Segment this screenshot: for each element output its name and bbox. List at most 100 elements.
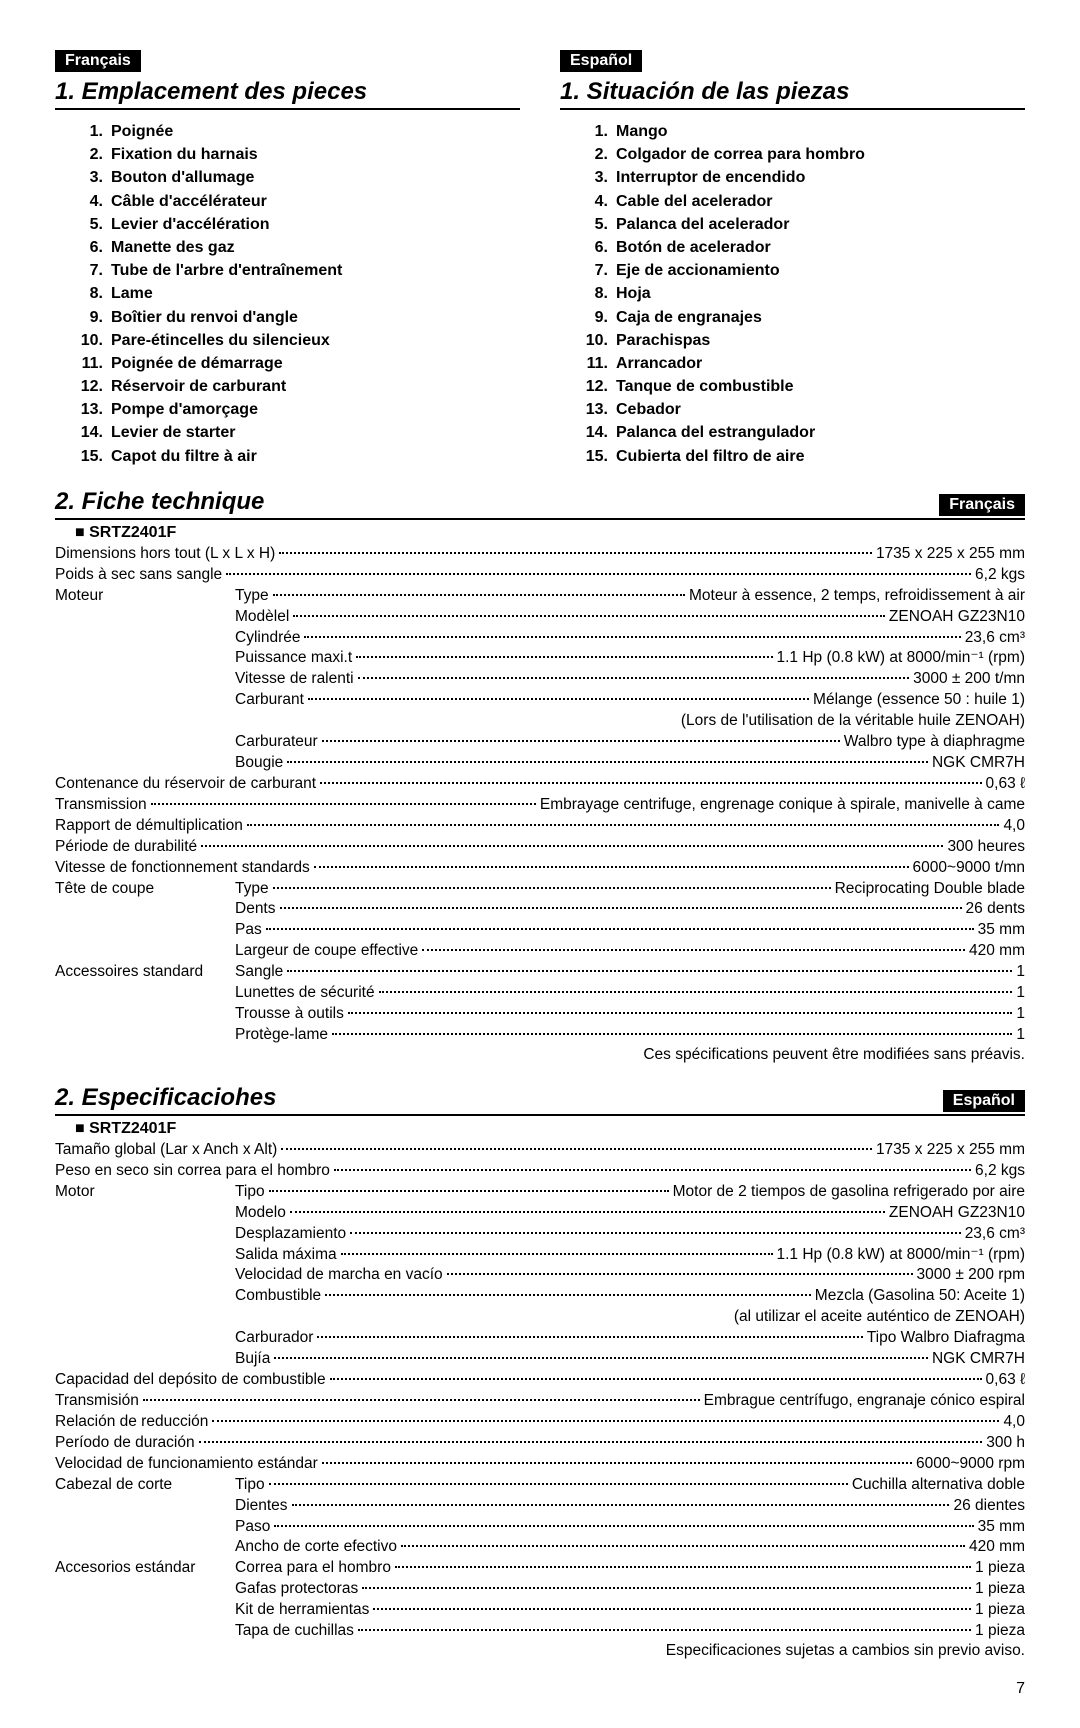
list-item-label: Cebador (616, 398, 681, 421)
spec-label: Relación de reducción (55, 1412, 208, 1433)
spec-row: Kit de herramientas 1 pieza (55, 1600, 1025, 1621)
es-badge: Español (560, 50, 642, 72)
list-item-number: 4. (580, 190, 608, 213)
spec-label: Largeur de coupe effective (55, 941, 418, 962)
spec-dots (226, 573, 971, 575)
spec-label: Pas (55, 920, 262, 941)
spec-dots (362, 1587, 971, 1589)
spec-row: Velocidad de funcionamiento estándar 600… (55, 1454, 1025, 1475)
list-item: 15. Capot du filtre à air (75, 445, 520, 468)
spec-label: Velocidad de funcionamiento estándar (55, 1454, 318, 1475)
spec-value: NGK CMR7H (932, 1349, 1025, 1370)
spec-dots (212, 1420, 999, 1422)
es-section2-header: 2. Especificaciohes Español (55, 1084, 1025, 1116)
spec-label: Contenance du réservoir de carburant (55, 774, 316, 795)
spec-label: MoteurType (55, 586, 269, 607)
spec-dots (274, 1357, 928, 1359)
spec-row: Cabezal de corteTipo Cuchilla alternativ… (55, 1475, 1025, 1496)
list-item-number: 8. (75, 282, 103, 305)
spec-dots (356, 656, 772, 658)
list-item-number: 11. (580, 352, 608, 375)
list-item-label: Interruptor de encendido (616, 166, 805, 189)
fr-model: SRTZ2401F (55, 520, 1025, 544)
list-item-label: Eje de accionamiento (616, 259, 780, 282)
spec-value: 35 mm (978, 1517, 1025, 1538)
spec-label: Gafas protectoras (55, 1579, 358, 1600)
spec-dots (151, 803, 536, 805)
spec-note: (al utilizar el aceite auténtico de ZENO… (55, 1307, 1025, 1328)
spec-value: Moteur à essence, 2 temps, refroidisseme… (689, 586, 1025, 607)
spec-row: Trousse à outils 1 (55, 1004, 1025, 1025)
spec-value: 300 heures (947, 837, 1025, 858)
spec-label: Capacidad del depósito de combustible (55, 1370, 326, 1391)
list-item: 6.Botón de acelerador (580, 236, 1025, 259)
spec-row: Bougie NGK CMR7H (55, 753, 1025, 774)
spec-label: Transmisión (55, 1391, 139, 1412)
spec-value: 23,6 cm³ (965, 1224, 1025, 1245)
spec-dots (317, 1336, 862, 1338)
list-item: 13.Pompe d'amorçage (75, 398, 520, 421)
list-item: 15.Cubierta del filtro de aire (580, 445, 1025, 468)
spec-row: Tamaño global (Lar x Anch x Alt) 1735 x … (55, 1140, 1025, 1161)
spec-row: Transmisión Embrague centrífugo, engrana… (55, 1391, 1025, 1412)
spec-label: Carburateur (55, 732, 318, 753)
list-item: 14.Levier de starter (75, 421, 520, 444)
spec-dots (287, 761, 928, 763)
es-footnote: Especificaciones sujetas a cambios sin p… (55, 1642, 1025, 1660)
list-item-label: Levier d'accélération (111, 213, 270, 236)
spec-label: Ancho de corte efectivo (55, 1537, 397, 1558)
spec-row: Modèlel ZENOAH GZ23N10 (55, 607, 1025, 628)
spec-value: 1.1 Hp (0.8 kW) at 8000/min⁻¹ (rpm) (777, 1245, 1026, 1266)
list-item-number: 2. (580, 143, 608, 166)
spec-label: Desplazamiento (55, 1224, 346, 1245)
list-item-number: 6. (75, 236, 103, 259)
spec-dots (247, 824, 1000, 826)
spec-row: Poids à sec sans sangle 6,2 kgs (55, 565, 1025, 586)
list-item-number: 4. (75, 190, 103, 213)
spec-dots (325, 1294, 811, 1296)
spec-dots (266, 928, 974, 930)
spec-dots (447, 1273, 913, 1275)
spec-row: Cylindrée 23,6 cm³ (55, 628, 1025, 649)
list-item: 2. Colgador de correa para hombro (580, 143, 1025, 166)
list-item-number: 2. (75, 143, 103, 166)
spec-value: 1735 x 225 x 255 mm (876, 544, 1025, 565)
spec-label: Tamaño global (Lar x Anch x Alt) (55, 1140, 277, 1161)
spec-value: 3000 ± 200 t/mn (913, 669, 1025, 690)
spec-dots (422, 949, 965, 951)
list-item-number: 15. (75, 445, 103, 468)
spec-label: Dimensions hors tout (L x L x H) (55, 544, 275, 565)
spec-label: Modèlel (55, 607, 289, 628)
spec-label: Protège-lame (55, 1025, 328, 1046)
spec-row: Tête de coupeType Reciprocating Double b… (55, 879, 1025, 900)
list-item-label: Cubierta del filtro de aire (616, 445, 804, 468)
spec-dots (379, 991, 1013, 993)
spec-label: Bougie (55, 753, 283, 774)
list-item-number: 5. (580, 213, 608, 236)
spec-row: Carburateur Walbro type à diaphragme (55, 732, 1025, 753)
spec-label: Carburador (55, 1328, 313, 1349)
spec-dots (373, 1608, 971, 1610)
spec-label: Dientes (55, 1496, 288, 1517)
spec-dots (320, 782, 981, 784)
list-item-label: Pompe d'amorçage (111, 398, 258, 421)
spec-value: 0,63 ℓ (986, 1370, 1025, 1391)
list-item-number: 9. (580, 306, 608, 329)
list-item-label: Cable del acelerador (616, 190, 773, 213)
es-parts-list: 1.Mango2.Colgador de correa para hombro3… (560, 110, 1025, 468)
list-item: 14.Palanca del estrangulador (580, 421, 1025, 444)
spec-value: 1 (1016, 983, 1025, 1004)
spec-value: 3000 ± 200 rpm (917, 1265, 1025, 1286)
spec-dots (348, 1012, 1013, 1014)
list-item: 5.Palanca del acelerador (580, 213, 1025, 236)
list-item-label: Colgador de correa para hombro (616, 143, 865, 166)
list-item: 3.Bouton d'allumage (75, 166, 520, 189)
spec-value: 0,63 ℓ (986, 774, 1025, 795)
parts-columns: Français 1. Emplacement des pieces 1.Poi… (55, 50, 1025, 468)
list-item: 5.Levier d'accélération (75, 213, 520, 236)
spec-label: Vitesse de fonctionnement standards (55, 858, 310, 879)
list-item-number: 3. (580, 166, 608, 189)
spec-value: 4,0 (1003, 1412, 1025, 1433)
list-item-label: Capot du filtre à air (111, 445, 257, 468)
spec-label: Trousse à outils (55, 1004, 344, 1025)
